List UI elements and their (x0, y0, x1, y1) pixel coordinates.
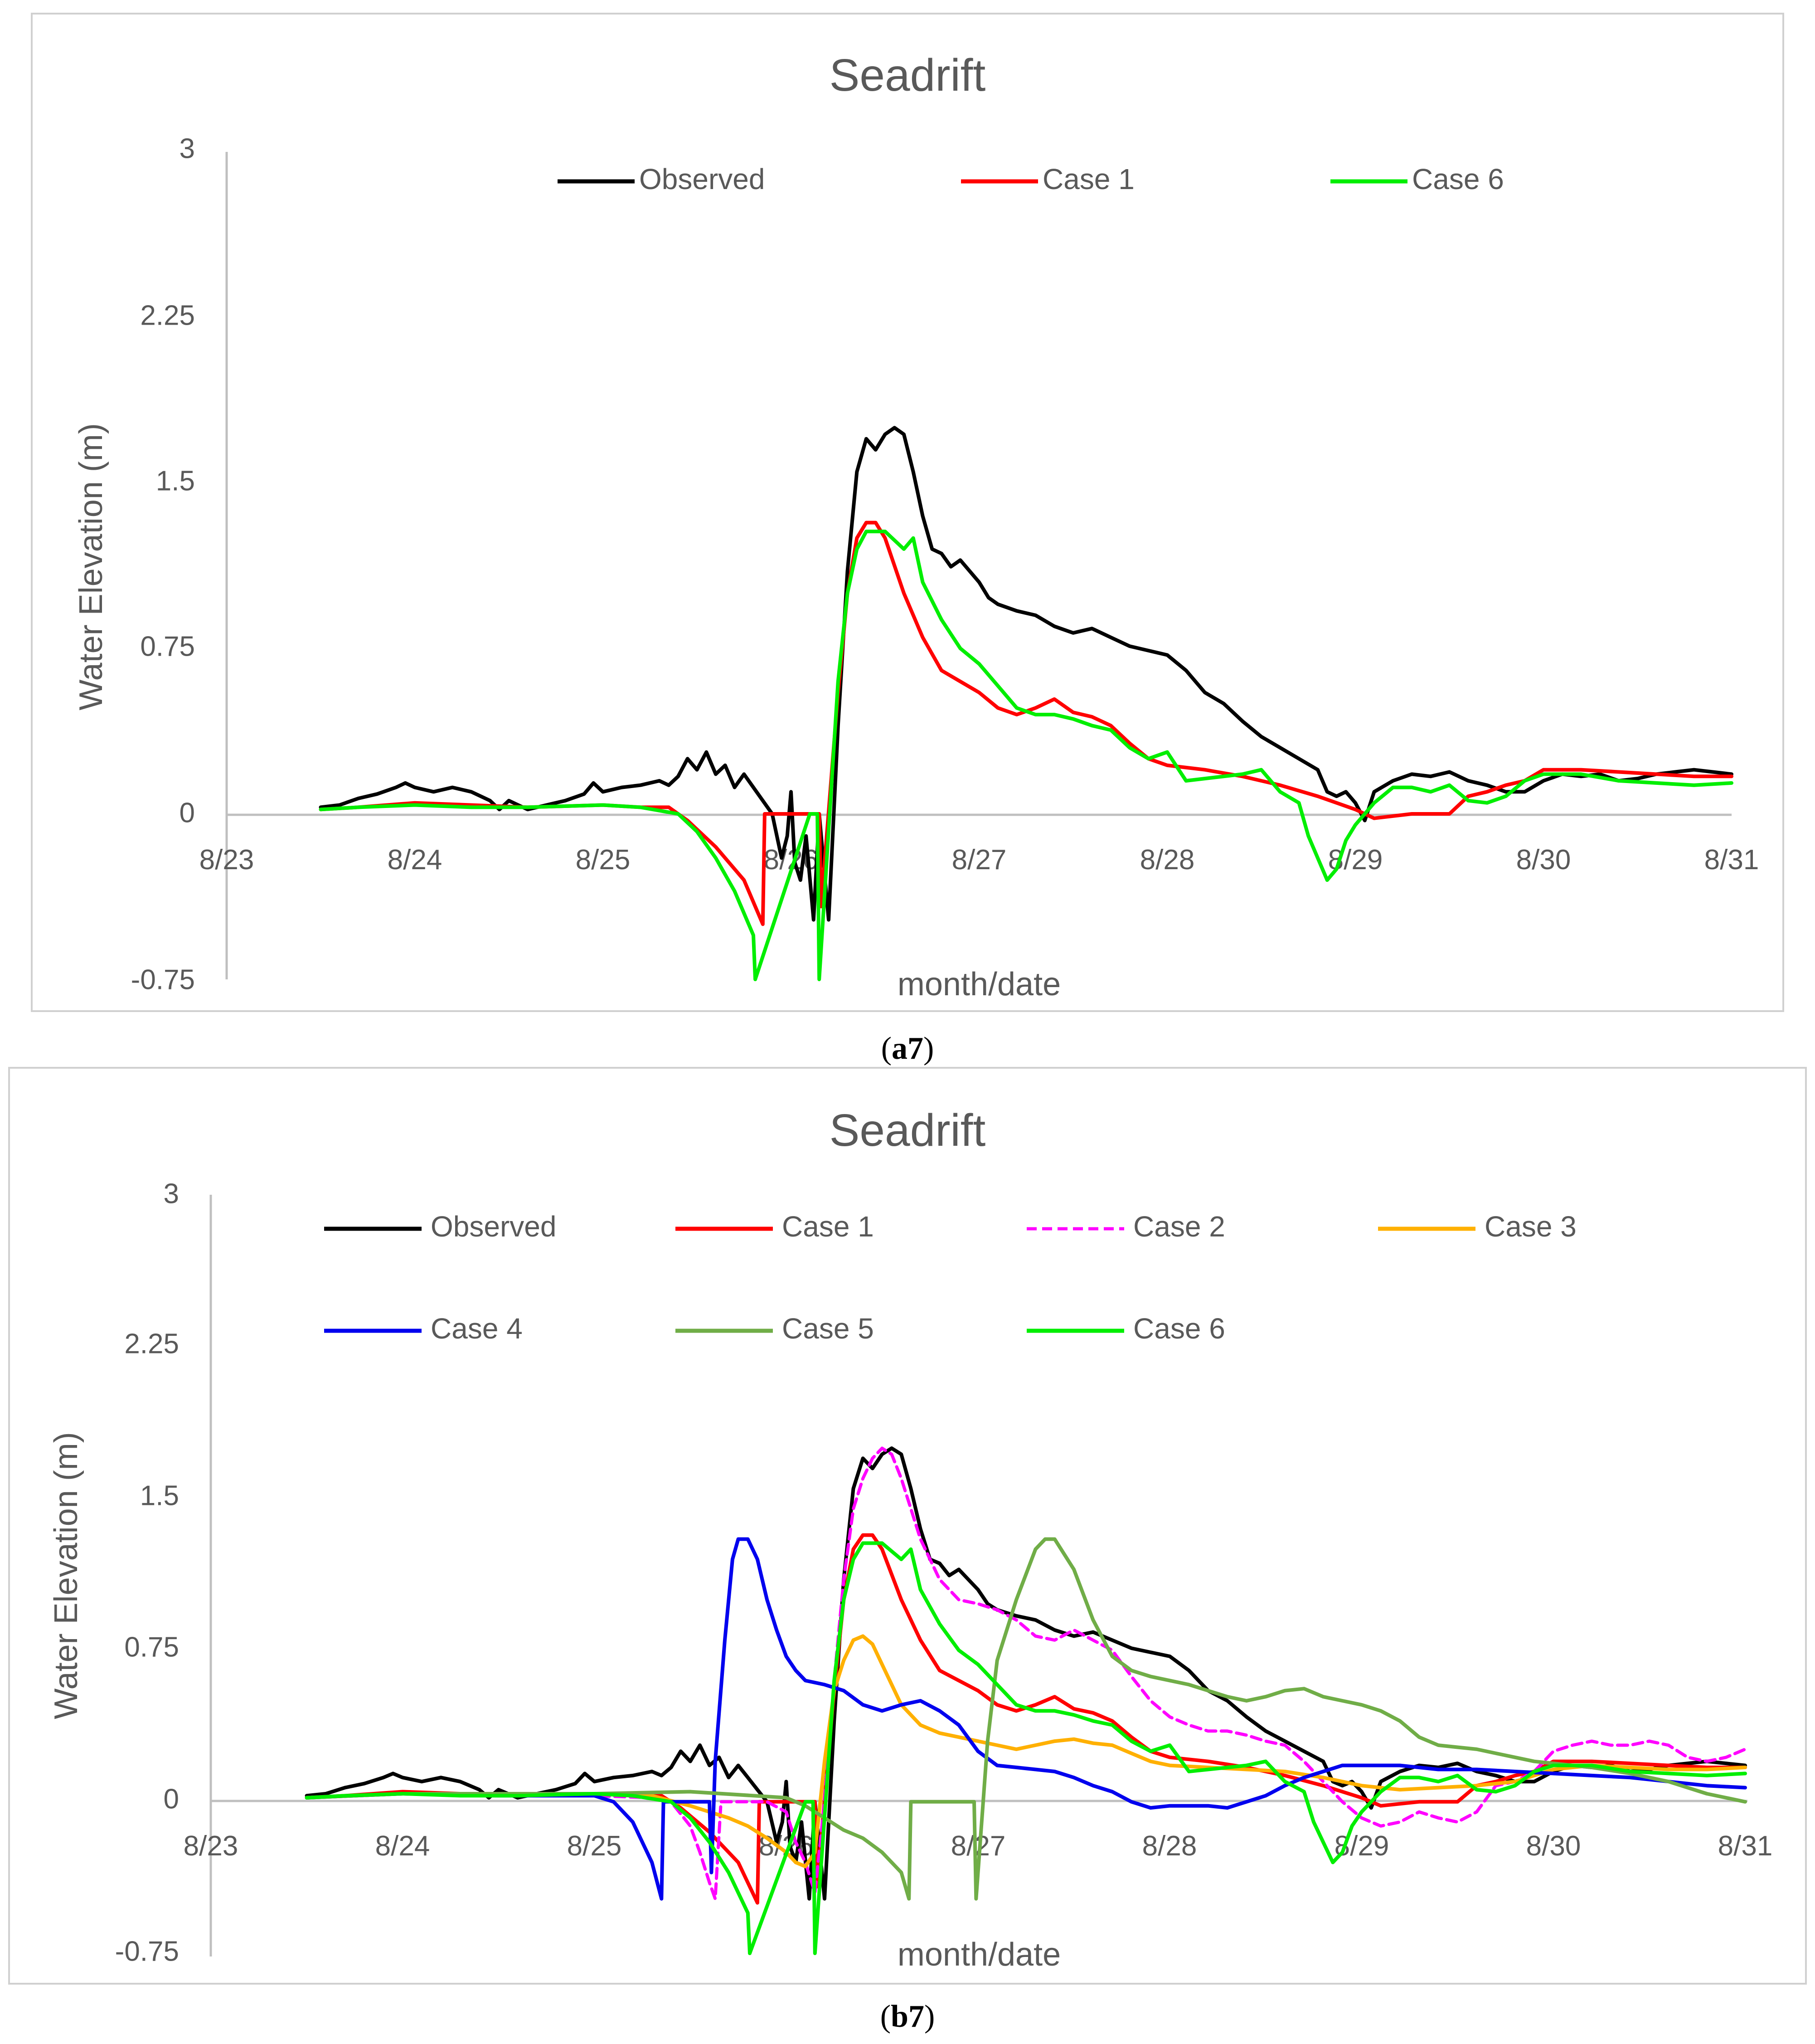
x-tick-label: 8/28 (1140, 844, 1195, 876)
y-tick-labels: -0.75 0 0.75 1.5 2.25 3 (115, 1178, 179, 1967)
y-tick-label: -0.75 (115, 1936, 179, 1967)
y-axis-title: Water Elevation (m) (48, 1432, 84, 1719)
legend-entry-case-1: Case 1 (961, 163, 1135, 195)
legend-label: Case 6 (1412, 163, 1504, 195)
y-tick-label: 1.5 (140, 1480, 179, 1511)
y-tick-label: 0 (164, 1783, 179, 1815)
x-tick-label: 8/27 (952, 844, 1007, 876)
x-tick-label: 8/24 (375, 1830, 430, 1862)
panel-label: (a7) (881, 1031, 934, 1066)
legend: Observed Case 1 Case 2 Case 3 Case 4 Cas… (324, 1210, 1577, 1345)
chart-title: Seadrift (830, 1105, 986, 1156)
series-line-case-3 (305, 1634, 1747, 1869)
y-axis-title: Water Elevation (m) (73, 423, 109, 710)
legend-label: Case 2 (1133, 1210, 1225, 1243)
x-tick-label: 8/23 (184, 1830, 238, 1862)
legend-label: Case 6 (1133, 1312, 1225, 1345)
y-tick-label: 3 (180, 133, 195, 164)
legend-label: Case 1 (782, 1210, 874, 1243)
legend-entry-case-4: Case 4 (324, 1312, 523, 1345)
legend-entry-observed: Observed (324, 1210, 556, 1243)
chart-panel-a: Seadrift -0.75 0 0.75 1.5 2.25 3 8/23 8/… (31, 13, 1784, 1066)
legend-label: Case 1 (1043, 163, 1135, 195)
legend-label: Case 3 (1485, 1210, 1577, 1243)
x-tick-label: 8/25 (576, 844, 631, 876)
x-axis-title: month/date (898, 1937, 1061, 1973)
legend-label: Observed (431, 1210, 556, 1243)
series-line-observed (319, 426, 1733, 922)
chart-frame (31, 13, 1784, 1012)
legend-entry-case-1: Case 1 (675, 1210, 874, 1243)
chart-frame (8, 1067, 1807, 1985)
y-tick-label: 1.5 (156, 465, 195, 496)
y-tick-label: 3 (164, 1178, 179, 1209)
legend-entry-case-3: Case 3 (1378, 1210, 1577, 1243)
legend-entry-case-6: Case 6 (1330, 163, 1504, 195)
legend-entry-case-6: Case 6 (1027, 1312, 1225, 1345)
series-line-case-5 (305, 1537, 1747, 1901)
legend-entry-observed: Observed (558, 163, 765, 195)
x-tick-label: 8/28 (1142, 1830, 1197, 1862)
x-tick-label: 8/31 (1718, 1830, 1773, 1862)
series-line-case-1 (319, 521, 1733, 926)
legend-label: Observed (639, 163, 765, 195)
x-tick-label: 8/30 (1526, 1830, 1581, 1862)
series-line-case-4 (305, 1537, 1747, 1901)
plot-series (305, 1446, 1747, 1955)
legend-label: Case 4 (431, 1312, 523, 1345)
x-tick-label: 8/29 (1335, 1830, 1389, 1862)
legend-entry-case-2: Case 2 (1027, 1210, 1225, 1243)
y-tick-label: 2.25 (124, 1328, 179, 1359)
y-tick-labels: -0.75 0 0.75 1.5 2.25 3 (131, 133, 195, 995)
panel-label-letter: b7 (891, 1999, 924, 2034)
plot-series (319, 426, 1733, 981)
legend: Observed Case 1 Case 6 (558, 163, 1504, 195)
x-tick-label: 8/24 (388, 844, 442, 876)
y-tick-label: 0.75 (140, 631, 195, 662)
legend-label: Case 5 (782, 1312, 874, 1345)
chart-title: Seadrift (830, 50, 986, 101)
panel-label: (b7) (880, 1999, 935, 2034)
x-tick-label: 8/30 (1516, 844, 1571, 876)
panel-label-letter: a7 (892, 1031, 923, 1066)
y-tick-label: 2.25 (140, 300, 195, 331)
x-tick-label: 8/31 (1704, 844, 1759, 876)
y-tick-label: 0.75 (124, 1631, 179, 1663)
x-tick-labels: 8/23 8/24 8/25 8/26 8/27 8/28 8/29 8/30 … (199, 844, 1759, 876)
legend-entry-case-5: Case 5 (675, 1312, 874, 1345)
series-line-case-6 (305, 1541, 1747, 1955)
x-axis-title: month/date (898, 966, 1061, 1003)
series-line-case-6 (319, 530, 1733, 981)
y-tick-label: -0.75 (131, 964, 195, 995)
series-line-observed (305, 1446, 1747, 1901)
x-tick-label: 8/23 (199, 844, 254, 876)
y-tick-label: 0 (180, 797, 195, 828)
chart-panel-b: Seadrift -0.75 0 0.75 1.5 2.25 3 8/23 8/… (8, 1067, 1807, 2034)
x-tick-label: 8/25 (567, 1830, 622, 1862)
